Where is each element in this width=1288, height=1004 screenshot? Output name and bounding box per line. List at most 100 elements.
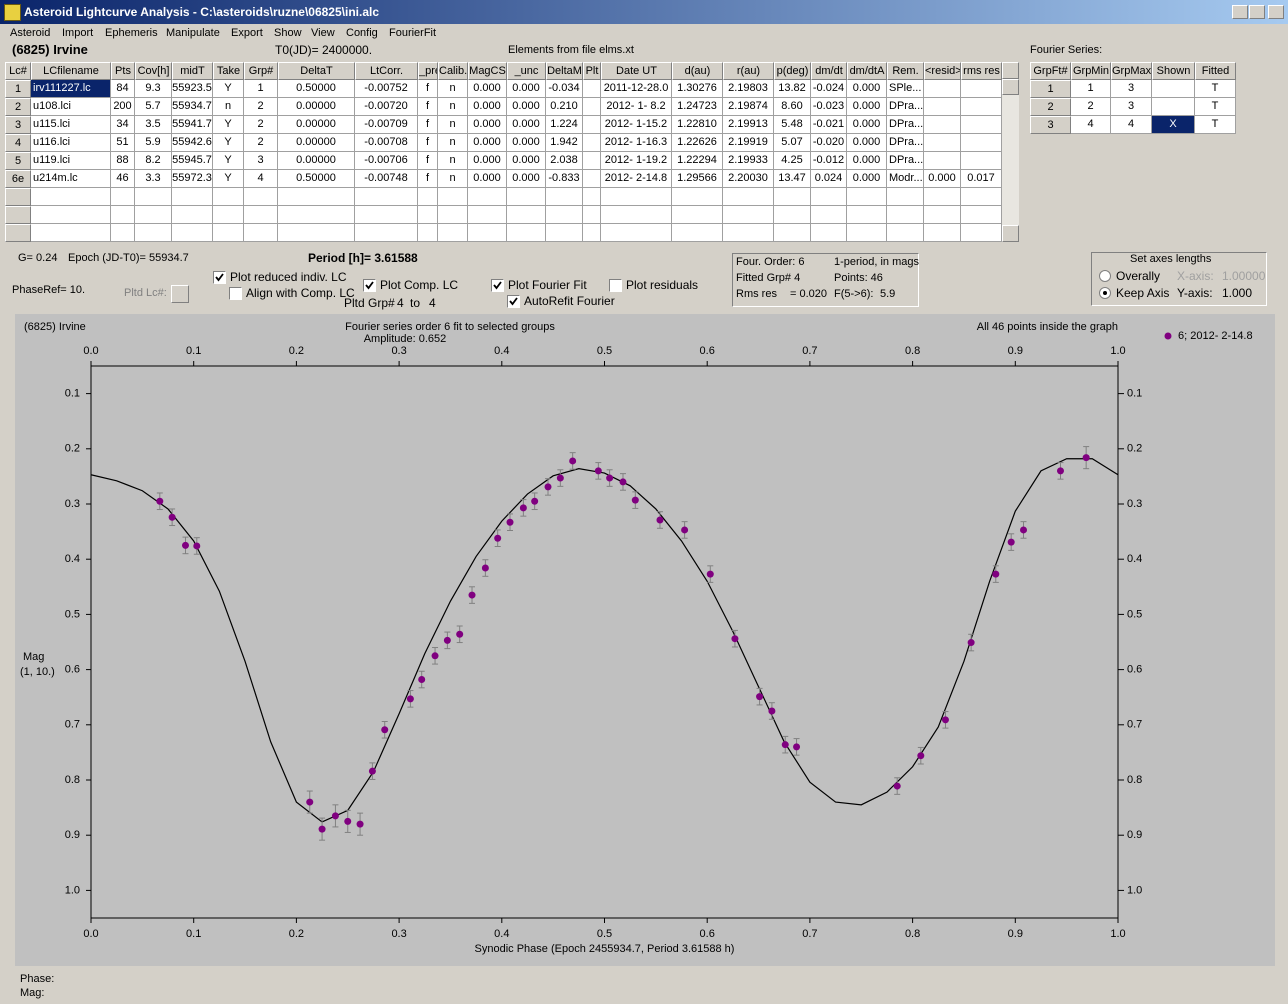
table-cell[interactable]: -0.024 bbox=[811, 80, 847, 98]
menu-item[interactable]: FourierFit bbox=[389, 27, 437, 39]
table-cell[interactable]: 84 bbox=[111, 80, 135, 98]
menu-item[interactable]: View bbox=[311, 27, 335, 39]
scroll-down[interactable] bbox=[1002, 225, 1019, 242]
table-cell[interactable]: u115.lci bbox=[31, 116, 111, 134]
checkbox[interactable] bbox=[229, 287, 242, 300]
table-cell[interactable] bbox=[546, 188, 583, 206]
table-cell[interactable]: 0.000 bbox=[507, 80, 546, 98]
table-cell[interactable]: 4 bbox=[244, 170, 278, 188]
table-cell[interactable]: 88 bbox=[111, 152, 135, 170]
table-cell[interactable] bbox=[924, 188, 961, 206]
table-cell[interactable]: 1.29566 bbox=[672, 170, 723, 188]
table-cell[interactable]: f bbox=[418, 170, 438, 188]
table-cell[interactable] bbox=[811, 206, 847, 224]
table-cell[interactable] bbox=[438, 206, 468, 224]
table-cell[interactable] bbox=[583, 80, 601, 98]
menu-item[interactable]: Asteroid bbox=[10, 27, 51, 39]
table-cell[interactable]: 2 bbox=[244, 134, 278, 152]
table-cell[interactable] bbox=[172, 188, 213, 206]
table-cell[interactable]: 1.22294 bbox=[672, 152, 723, 170]
table-cell[interactable]: 13.82 bbox=[774, 80, 811, 98]
table-cell[interactable] bbox=[244, 188, 278, 206]
menu-item[interactable]: Ephemeris bbox=[105, 27, 158, 39]
table-cell[interactable] bbox=[244, 224, 278, 242]
table-cell[interactable] bbox=[278, 188, 355, 206]
table-cell[interactable]: 55942.6 bbox=[172, 134, 213, 152]
table-cell[interactable]: n bbox=[438, 116, 468, 134]
table-cell[interactable]: 4.25 bbox=[774, 152, 811, 170]
table-cell[interactable] bbox=[507, 188, 546, 206]
table-cell[interactable] bbox=[774, 188, 811, 206]
table-cell[interactable] bbox=[111, 224, 135, 242]
table-cell[interactable] bbox=[847, 224, 887, 242]
table-cell[interactable] bbox=[507, 224, 546, 242]
table-cell[interactable]: -0.00708 bbox=[355, 134, 418, 152]
fourier-cell[interactable]: X bbox=[1152, 116, 1195, 134]
table-cell[interactable] bbox=[438, 188, 468, 206]
table-cell[interactable] bbox=[924, 134, 961, 152]
table-cell[interactable] bbox=[111, 188, 135, 206]
table-cell[interactable] bbox=[583, 152, 601, 170]
table-cell[interactable]: 0.00000 bbox=[278, 152, 355, 170]
table-cell[interactable]: n bbox=[438, 80, 468, 98]
fourier-row-header[interactable]: 1 bbox=[1030, 80, 1071, 98]
table-cell[interactable] bbox=[213, 188, 244, 206]
table-cell[interactable] bbox=[468, 188, 507, 206]
table-cell[interactable]: 55923.5 bbox=[172, 80, 213, 98]
table-cell[interactable] bbox=[847, 206, 887, 224]
table-cell[interactable] bbox=[672, 224, 723, 242]
fourier-row-header[interactable]: 2 bbox=[1030, 98, 1071, 116]
fourier-cell[interactable]: T bbox=[1195, 80, 1236, 98]
fourier-cell[interactable]: T bbox=[1195, 116, 1236, 134]
table-cell[interactable] bbox=[887, 188, 924, 206]
table-cell[interactable]: 0.000 bbox=[468, 152, 507, 170]
table-cell[interactable]: 0.000 bbox=[507, 134, 546, 152]
table-cell[interactable]: 55972.3 bbox=[172, 170, 213, 188]
table-cell[interactable]: u214m.lc bbox=[31, 170, 111, 188]
table-cell[interactable]: 0.000 bbox=[468, 134, 507, 152]
table-cell[interactable]: 0.210 bbox=[546, 98, 583, 116]
table-cell[interactable]: DPra... bbox=[887, 134, 924, 152]
table-cell[interactable]: 2012- 1-19.2 bbox=[601, 152, 672, 170]
table-cell[interactable] bbox=[774, 206, 811, 224]
table-cell[interactable] bbox=[418, 206, 438, 224]
table-cell[interactable] bbox=[961, 152, 1002, 170]
maximize-button[interactable] bbox=[1249, 5, 1265, 19]
checkbox[interactable] bbox=[507, 295, 520, 308]
table-cell[interactable]: 1.22626 bbox=[672, 134, 723, 152]
table-cell[interactable] bbox=[924, 206, 961, 224]
menu-item[interactable]: Export bbox=[231, 27, 263, 39]
checkbox[interactable] bbox=[609, 279, 622, 292]
fourier-cell[interactable]: T bbox=[1195, 98, 1236, 116]
table-cell[interactable] bbox=[961, 206, 1002, 224]
table-cell[interactable]: 1.24723 bbox=[672, 98, 723, 116]
table-cell[interactable] bbox=[31, 188, 111, 206]
table-cell[interactable] bbox=[278, 206, 355, 224]
table-cell[interactable] bbox=[355, 188, 418, 206]
table-cell[interactable] bbox=[924, 152, 961, 170]
table-cell[interactable]: 0.00000 bbox=[278, 98, 355, 116]
table-cell[interactable] bbox=[887, 224, 924, 242]
row-header[interactable]: 3 bbox=[5, 116, 31, 134]
menu-item[interactable]: Show bbox=[274, 27, 302, 39]
table-cell[interactable]: f bbox=[418, 98, 438, 116]
table-cell[interactable]: 0.00000 bbox=[278, 116, 355, 134]
table-cell[interactable]: Modr... bbox=[887, 170, 924, 188]
table-cell[interactable] bbox=[583, 116, 601, 134]
table-cell[interactable]: 0.000 bbox=[468, 170, 507, 188]
table-cell[interactable]: n bbox=[438, 98, 468, 116]
fourier-cell[interactable] bbox=[1152, 80, 1195, 98]
checkbox[interactable] bbox=[491, 279, 504, 292]
table-cell[interactable]: 200 bbox=[111, 98, 135, 116]
table-cell[interactable]: 2012- 1-15.2 bbox=[601, 116, 672, 134]
table-cell[interactable] bbox=[355, 224, 418, 242]
table-cell[interactable] bbox=[213, 224, 244, 242]
table-cell[interactable] bbox=[213, 206, 244, 224]
table-cell[interactable]: 9.3 bbox=[135, 80, 172, 98]
close-button[interactable] bbox=[1268, 5, 1284, 19]
table-cell[interactable] bbox=[583, 170, 601, 188]
table-cell[interactable]: Y bbox=[213, 170, 244, 188]
row-header[interactable] bbox=[5, 188, 31, 206]
table-cell[interactable]: n bbox=[438, 134, 468, 152]
table-cell[interactable]: Y bbox=[213, 134, 244, 152]
